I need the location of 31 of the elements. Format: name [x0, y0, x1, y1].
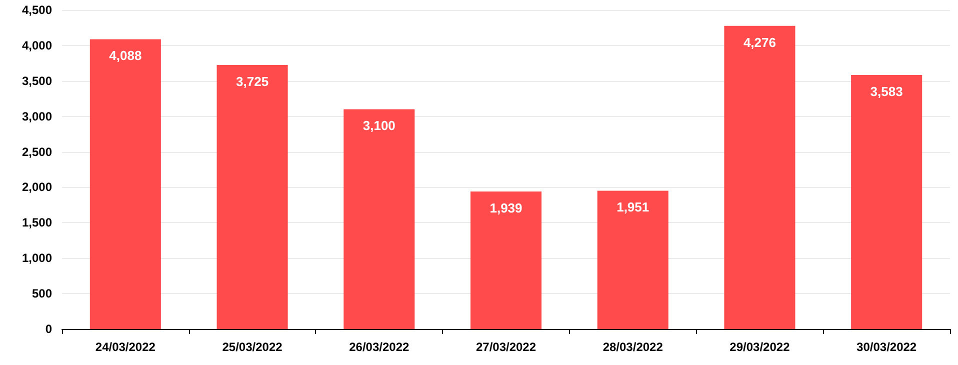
data-label: 3,100	[362, 118, 396, 134]
data-label: 1,951	[616, 200, 650, 215]
data-label: 3,583	[870, 84, 903, 100]
y-tick-label: 2,500	[22, 144, 52, 159]
y-tick-label: 3,500	[22, 74, 52, 88]
data-label: 4,088	[109, 48, 142, 64]
x-tick-label: 29/03/2022	[730, 340, 790, 354]
x-tick-label: 27/03/2022	[476, 340, 536, 354]
y-tick-label: 4,000	[22, 38, 52, 52]
data-label: 4,276	[743, 34, 776, 50]
x-tick-label: 28/03/2022	[602, 340, 664, 354]
bar	[216, 64, 288, 329]
y-tick-label: 3,000	[22, 109, 52, 124]
x-tick-label: 30/03/2022	[856, 340, 917, 354]
x-tick-label: 26/03/2022	[349, 340, 410, 354]
y-tick-label: 4,500	[22, 3, 52, 17]
bar	[724, 26, 796, 329]
x-tick-label: 25/03/2022	[222, 340, 283, 354]
bar	[344, 109, 415, 329]
y-tick-label: 0	[45, 322, 52, 336]
bar	[851, 75, 922, 329]
bar	[470, 192, 542, 329]
bar	[90, 39, 161, 329]
y-tick-label: 2,000	[22, 180, 52, 194]
y-tick-label: 1,000	[22, 251, 52, 266]
y-tick-label: 500	[32, 286, 52, 301]
y-tick-label: 1,500	[22, 216, 52, 230]
bar	[597, 190, 668, 329]
data-label: 3,725	[236, 74, 269, 89]
data-label: 1,939	[490, 200, 522, 216]
x-tick-label: 24/03/2022	[95, 340, 156, 354]
